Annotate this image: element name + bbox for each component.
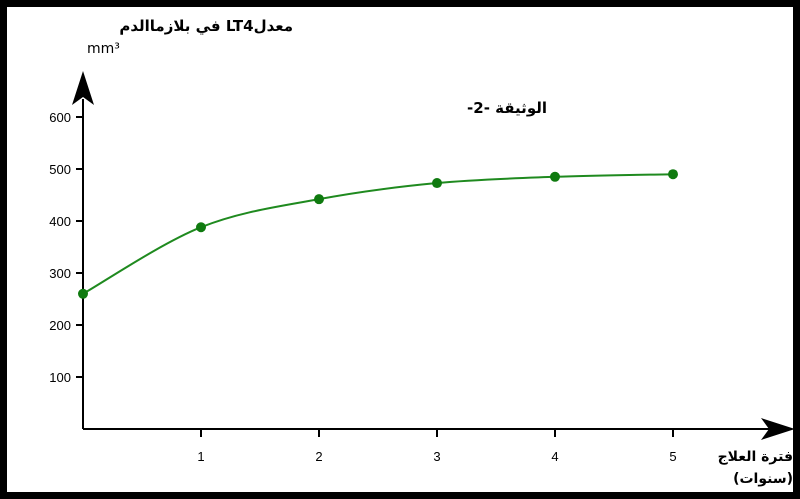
y-axis-label: معدلLT4 في بلازماالدم bbox=[119, 17, 293, 35]
x-tick-label: 5 bbox=[669, 449, 676, 464]
y-axis-unit: mm³ bbox=[87, 41, 120, 57]
y-axis-arrow bbox=[72, 71, 94, 105]
axes bbox=[72, 71, 793, 440]
series-group bbox=[78, 169, 678, 299]
y-tick-label: 200 bbox=[49, 318, 71, 333]
x-axis-unit: (سنوات) bbox=[733, 471, 793, 487]
x-ticks: 1 2 3 4 5 bbox=[197, 429, 677, 464]
data-point bbox=[196, 222, 206, 233]
x-tick-label: 2 bbox=[315, 449, 322, 464]
chart-title: الوثيقة -2- bbox=[467, 99, 547, 117]
x-axis-label: فترة العلاج bbox=[717, 449, 793, 465]
x-tick-label: 3 bbox=[433, 449, 440, 464]
data-point bbox=[78, 288, 88, 299]
data-point bbox=[550, 171, 560, 182]
y-ticks: 100 200 300 400 500 600 bbox=[49, 110, 83, 385]
data-point bbox=[668, 169, 678, 180]
y-tick-label: 300 bbox=[49, 266, 71, 281]
x-tick-label: 4 bbox=[551, 449, 558, 464]
series-line bbox=[82, 173, 674, 295]
data-point bbox=[432, 178, 442, 189]
y-tick-label: 500 bbox=[49, 162, 71, 177]
line-chart: 100 200 300 400 500 600 1 2 3 4 5 bbox=[49, 71, 793, 464]
x-axis-arrow bbox=[761, 418, 793, 440]
y-tick-label: 600 bbox=[49, 110, 71, 125]
data-point bbox=[314, 194, 324, 205]
x-tick-label: 1 bbox=[197, 449, 204, 464]
y-tick-label: 100 bbox=[49, 370, 71, 385]
y-tick-label: 400 bbox=[49, 214, 71, 229]
